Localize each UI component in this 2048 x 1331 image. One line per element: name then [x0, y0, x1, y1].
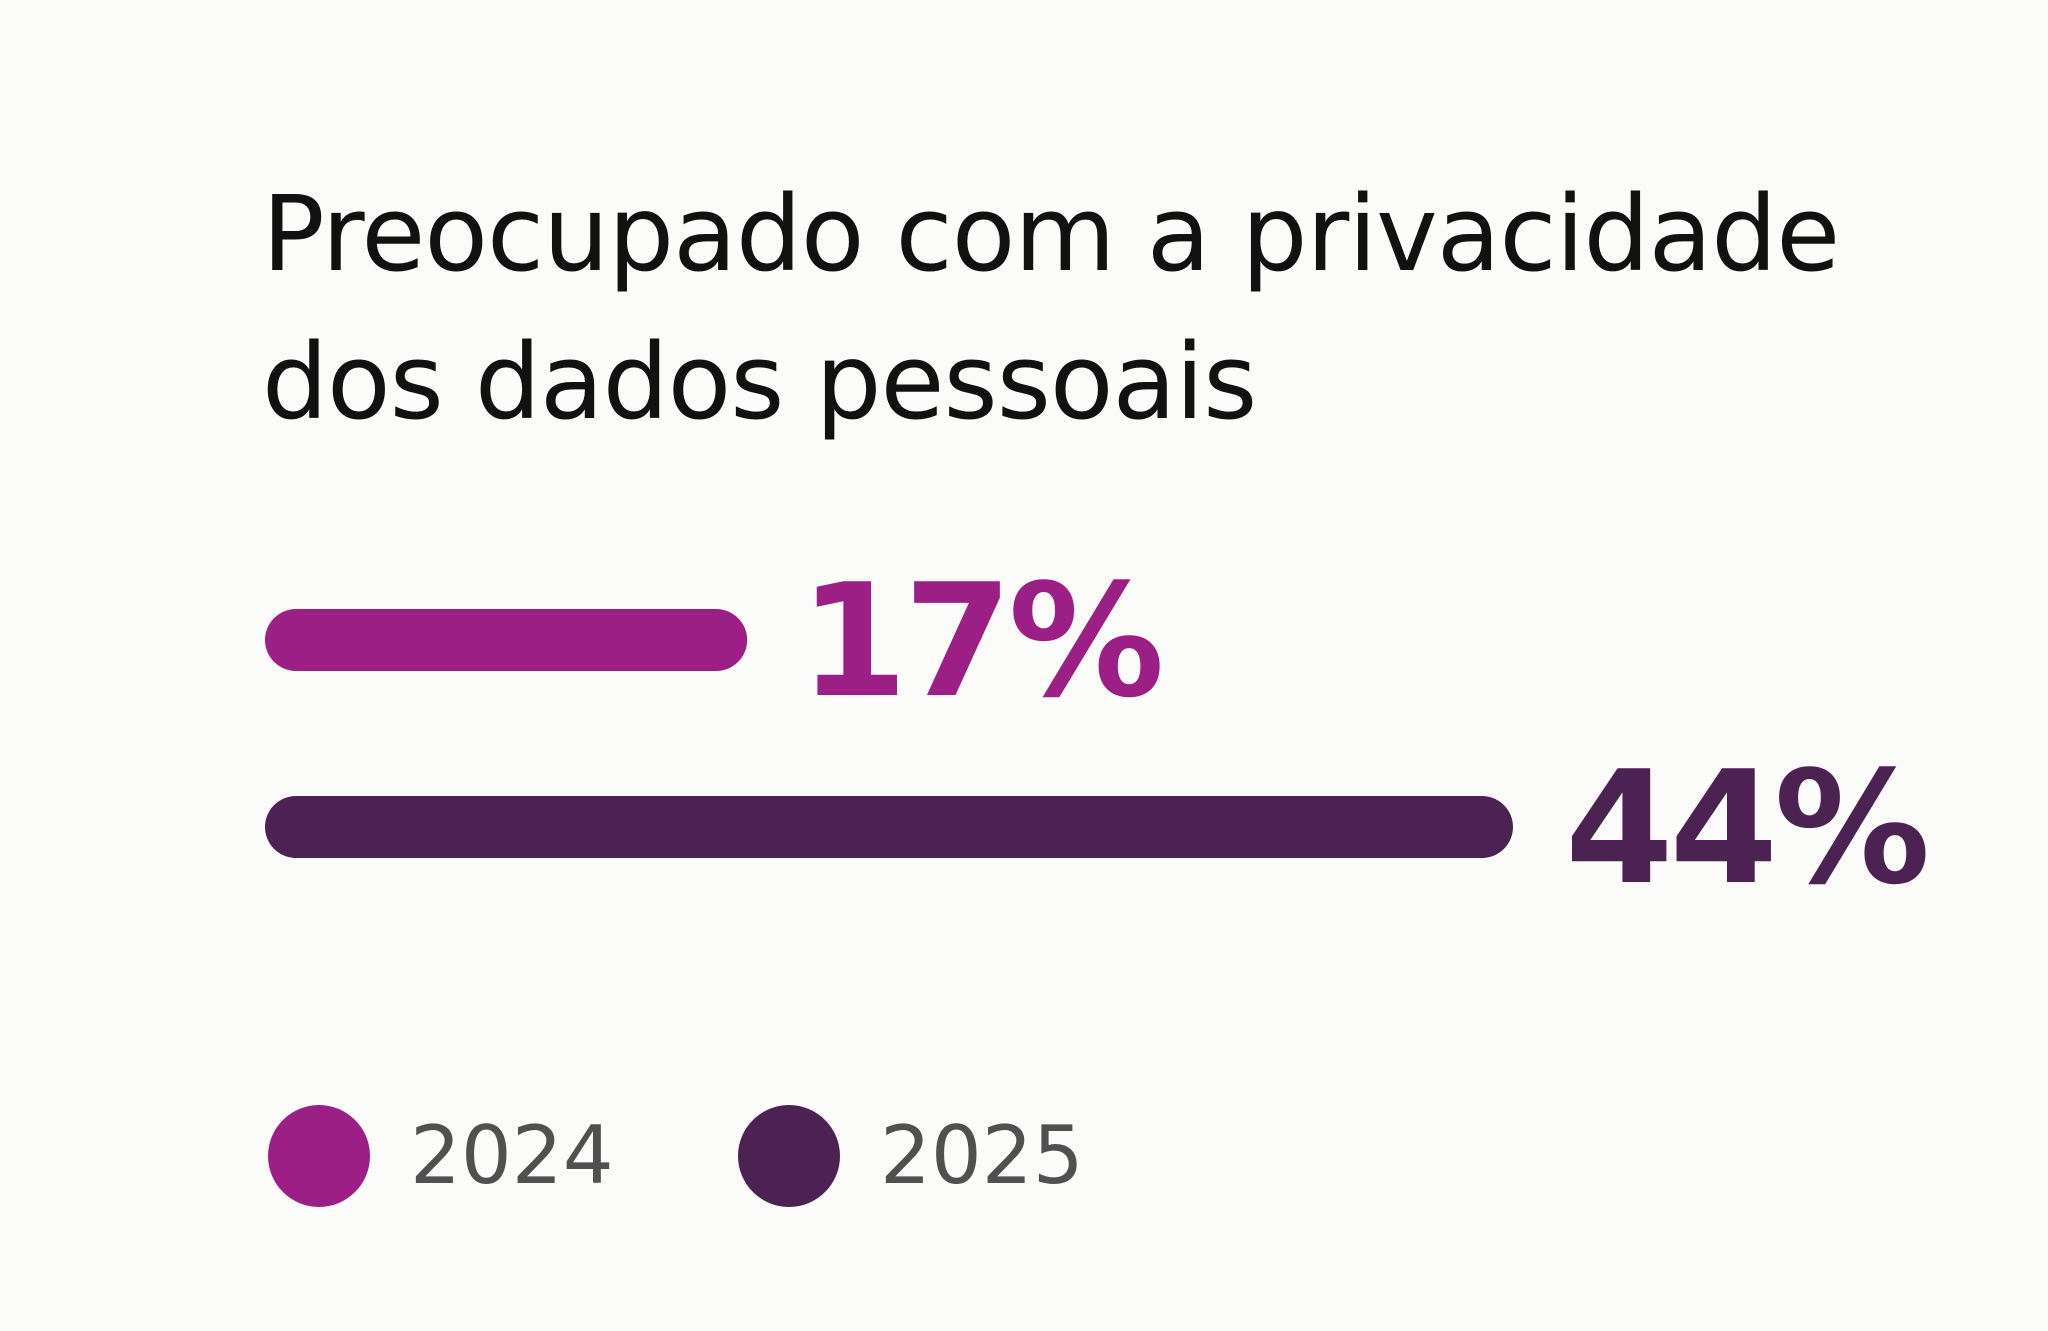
- chart-title: Preocupado com a privacidade dos dados p…: [262, 173, 1840, 443]
- legend-label-2024: 2024: [410, 1109, 614, 1202]
- legend-item-2025: 2025: [738, 1105, 1084, 1207]
- legend-swatch-2025: [738, 1105, 840, 1207]
- bar-2025: [265, 796, 1513, 858]
- legend-item-2024: 2024: [268, 1105, 614, 1207]
- data-label-2025: 44%: [1565, 737, 1926, 919]
- legend-label-2025: 2025: [880, 1109, 1084, 1202]
- data-label-2024: 17%: [799, 550, 1160, 732]
- bar-2024: [265, 609, 748, 671]
- legend-swatch-2024: [268, 1105, 370, 1207]
